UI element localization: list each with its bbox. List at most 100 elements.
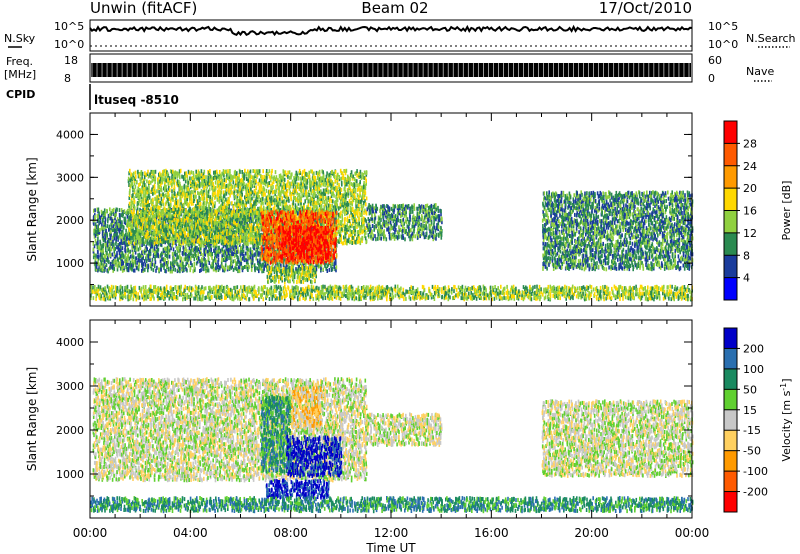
radar-cell [102, 242, 104, 247]
radar-cell [207, 218, 210, 223]
radar-cell [182, 175, 185, 180]
radar-cell [105, 252, 107, 257]
radar-cell [107, 217, 109, 222]
radar-cell [211, 252, 213, 256]
freq-trace [91, 63, 691, 77]
radar-cell [160, 241, 162, 246]
radar-cell [97, 224, 99, 229]
radar-cell [227, 251, 230, 256]
radar-cell [240, 221, 242, 226]
radar-cell [186, 223, 188, 228]
radar-cell [253, 221, 255, 226]
radar-cell [158, 230, 161, 235]
radar-cell [129, 260, 132, 265]
radar-cell [243, 221, 246, 226]
radar-cell [102, 251, 105, 255]
radar-cell [113, 242, 115, 247]
radar-cell [193, 265, 195, 270]
radar-cell [258, 251, 260, 256]
radar-cell [122, 238, 124, 242]
radar-cell [97, 240, 99, 245]
radar-cell [109, 249, 111, 254]
radar-cell [208, 248, 210, 253]
radar-cell [178, 180, 180, 184]
radar-cell [165, 269, 167, 274]
radar-cell [243, 225, 245, 230]
radar-cell [208, 251, 211, 256]
radar-cell [202, 225, 204, 230]
radar-cell [104, 267, 106, 272]
radar-cell [128, 237, 131, 242]
radar-cell [259, 241, 262, 246]
radar-cell [194, 243, 196, 247]
radar-cell [142, 220, 144, 225]
radar-cell [130, 263, 133, 268]
radar-cell [138, 252, 141, 257]
radar-cell [99, 264, 102, 269]
radar-cell [189, 229, 191, 234]
radar-cell [118, 248, 120, 253]
radar-cell [132, 262, 134, 267]
radar-cell [198, 259, 201, 264]
radar-cell [141, 257, 143, 262]
radar-cell [206, 206, 208, 211]
radar-cell [101, 249, 103, 254]
radar-cell [163, 213, 165, 218]
radar-cell [94, 267, 97, 272]
radar-cell [94, 227, 97, 232]
radar-cell [242, 266, 244, 270]
radar-cell [108, 246, 111, 251]
radar-cell [130, 219, 133, 224]
radar-cell [240, 261, 242, 266]
radar-cell [107, 253, 110, 258]
radar-cell [243, 234, 246, 239]
radar-cell [133, 195, 135, 200]
radar-cell [162, 257, 165, 262]
radar-cell [176, 269, 179, 274]
radar-cell [126, 258, 129, 263]
radar-cell [184, 176, 186, 181]
radar-cell [187, 180, 190, 185]
radar-cell [209, 228, 211, 233]
radar-cell [160, 266, 162, 271]
radar-cell [109, 236, 112, 241]
radar-cell [160, 251, 163, 256]
radar-cell [110, 232, 112, 237]
radar-cell [173, 251, 176, 256]
radar-cell [129, 188, 131, 193]
radar-cell [138, 187, 141, 192]
radar-cell [247, 223, 249, 228]
radar-cell [245, 183, 247, 188]
radar-cell [105, 208, 108, 213]
radar-cell [106, 251, 108, 256]
radar-cell [131, 241, 134, 246]
radar-cell [149, 224, 151, 229]
radar-cell [189, 180, 192, 185]
radar-cell [118, 213, 121, 217]
radar-cell [211, 255, 213, 260]
radar-cell [106, 243, 109, 248]
radar-cell [150, 174, 152, 179]
radar-cell [111, 252, 114, 257]
radar-cell [103, 232, 105, 237]
radar-cell [205, 223, 208, 228]
radar-cell [255, 169, 258, 174]
radar-cell [96, 214, 99, 219]
radar-cell [97, 236, 99, 241]
radar-cell [135, 239, 137, 244]
radar-cell [104, 265, 106, 270]
radar-cell [135, 265, 138, 270]
radar-cell [204, 224, 207, 229]
radar-cell [255, 256, 257, 261]
radar-cell [104, 255, 107, 260]
radar-cell [252, 225, 255, 230]
radar-cell [214, 201, 216, 206]
radar-cell [136, 239, 139, 244]
radar-cell [230, 235, 232, 240]
radar-cell [191, 219, 194, 224]
radar-cell [112, 239, 114, 244]
radar-cell [174, 224, 177, 229]
radar-cell [104, 212, 107, 216]
radar-cell [203, 169, 206, 174]
radar-cell [110, 264, 112, 269]
